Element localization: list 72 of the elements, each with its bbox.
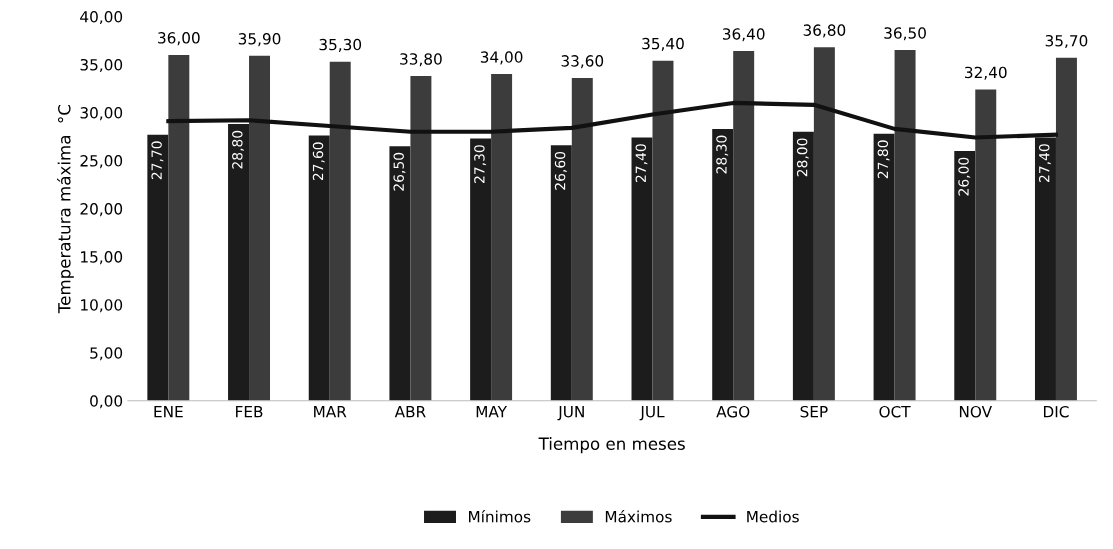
- bar: [712, 128, 734, 401]
- data-label: 27,80: [877, 140, 890, 179]
- legend-label: Medios: [747, 510, 799, 523]
- y-axis-title: Temperatura máxima °C: [57, 104, 74, 314]
- bar: [894, 50, 916, 401]
- bar: [571, 77, 593, 401]
- bar: [733, 51, 755, 401]
- y-tick-label: 0,00: [90, 395, 123, 409]
- data-label: 28,80: [232, 130, 244, 169]
- data-label: 26,00: [958, 157, 971, 196]
- data-label: 36,40: [722, 28, 765, 42]
- y-tick-label: 25,00: [80, 155, 123, 169]
- x-tick-label: JUN: [557, 406, 584, 421]
- y-tick-label: 5,00: [90, 347, 123, 361]
- y-tick-label: 40,00: [80, 10, 123, 25]
- data-label: 26,50: [393, 152, 406, 191]
- legend-label: Mínimos: [469, 509, 531, 523]
- x-tick-label: NOV: [959, 405, 992, 418]
- data-label: 26,60: [554, 151, 567, 190]
- x-tick-label: OCT: [879, 405, 911, 418]
- data-label: 35,90: [238, 33, 281, 47]
- bar: [410, 76, 432, 401]
- data-label: 32,40: [965, 66, 1007, 80]
- data-label: 36,50: [884, 27, 926, 41]
- bar: [975, 89, 997, 401]
- bar: [389, 146, 411, 401]
- bar: [249, 55, 271, 401]
- x-tick-label: SEP: [800, 405, 828, 418]
- data-label: 33,60: [561, 55, 604, 69]
- bar: [168, 54, 190, 401]
- bar: [873, 133, 895, 401]
- data-label: 35,70: [1045, 34, 1088, 49]
- bar: [491, 74, 513, 401]
- y-tick-label: 20,00: [80, 203, 123, 217]
- bar: [470, 138, 492, 401]
- data-label: 27,60: [312, 142, 325, 181]
- data-label: 28,30: [716, 135, 729, 174]
- data-label: 27,40: [1038, 144, 1051, 183]
- data-label: 35,30: [319, 38, 362, 52]
- data-label: 27,40: [635, 144, 648, 183]
- bar: [631, 137, 653, 401]
- x-tick-label: AGO: [716, 405, 750, 418]
- x-tick-label: MAY: [476, 406, 508, 418]
- x-tick-label: MAR: [314, 406, 347, 418]
- data-label: 27,70: [151, 141, 164, 180]
- x-tick-label: DIC: [1043, 405, 1069, 418]
- data-label: 35,40: [642, 37, 684, 51]
- bar: [792, 131, 814, 401]
- data-label: 28,00: [796, 138, 809, 177]
- bar: [147, 134, 169, 401]
- data-label: 33,80: [400, 53, 442, 67]
- bar: [954, 150, 976, 401]
- x-tick-label: JUL: [639, 406, 665, 421]
- data-label: 34,00: [480, 51, 523, 65]
- bar: [329, 61, 351, 401]
- bar: [652, 60, 674, 401]
- bar: [1055, 57, 1077, 401]
- y-tick-label: 30,00: [80, 107, 123, 121]
- y-tick-label: 35,00: [80, 58, 123, 73]
- data-label: 36,00: [158, 32, 200, 46]
- bar: [813, 47, 835, 401]
- data-label: 36,80: [803, 24, 846, 38]
- x-tick-label: ENE: [154, 406, 183, 418]
- x-tick-label: FEB: [236, 406, 263, 418]
- y-tick-label: 10,00: [81, 299, 123, 313]
- x-axis-title: Tiempo en meses: [538, 437, 685, 454]
- data-label: 27,30: [474, 145, 487, 183]
- y-tick-label: 15,00: [81, 251, 123, 265]
- legend-label: Máximos: [605, 509, 672, 523]
- bar: [550, 145, 572, 401]
- bar: [308, 135, 330, 401]
- x-tick-label: ABR: [394, 406, 426, 418]
